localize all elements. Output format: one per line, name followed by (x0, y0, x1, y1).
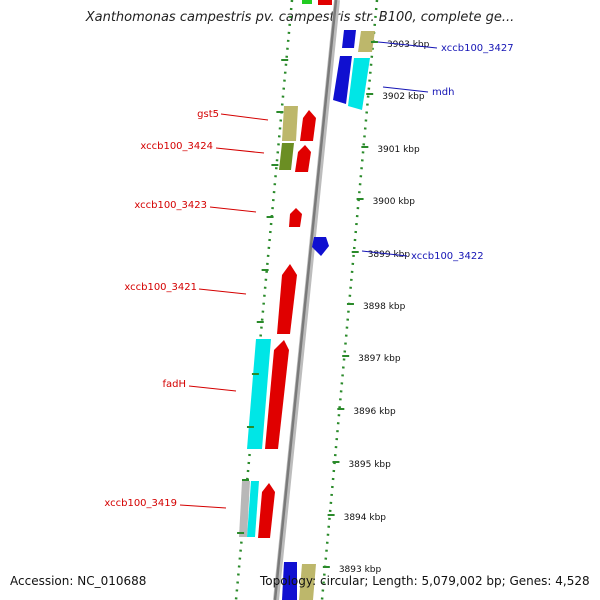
reverse-label-leader (377, 41, 438, 49)
gene-gst5[interactable] (300, 110, 316, 141)
map-title: Xanthomonas campestris pv. campestris st… (85, 10, 515, 25)
gene-clipped-bottom-blue (282, 562, 297, 600)
gene-xccb100-3424[interactable] (295, 145, 311, 172)
topology-text: Topology: circular; Length: 5,079,002 bp… (260, 574, 590, 588)
gene-xccb100-3422[interactable] (312, 237, 329, 256)
scale-label: 3894 kbp (344, 513, 387, 523)
forward-label-leader (188, 385, 237, 392)
forward-gene-label[interactable]: xccb100_3424 (140, 141, 213, 152)
gene-mdh-blue[interactable] (333, 56, 352, 104)
reverse-gene-label[interactable]: xccb100_3427 (441, 43, 514, 54)
scale-label: 3899 kbp (368, 250, 411, 260)
forward-label-leader (198, 288, 247, 295)
reverse-label-leader (361, 250, 408, 257)
gene-labels: gst5 xccb100_3424 xccb100_3423 xccb100_3421… (104, 41, 514, 509)
gene-xccb100-3419[interactable] (258, 483, 275, 538)
reverse-label-leader (382, 86, 429, 93)
gene-clipped-bottom-olive (299, 564, 316, 600)
gene-gst5-olive (282, 106, 298, 141)
forward-gene-label[interactable]: fadH (162, 379, 186, 390)
reverse-gene-label[interactable]: mdh (432, 87, 454, 98)
gene-mdh-cyan (348, 58, 370, 110)
accession-text: Accession: NC_010688 (10, 574, 147, 588)
scale-label: 3897 kbp (358, 354, 401, 364)
gene-xccb100-3423[interactable] (289, 208, 302, 227)
gene-xccb100-3421[interactable] (277, 264, 297, 334)
gene-clipped-top-green (302, 0, 312, 4)
backbone-core (273, 0, 338, 600)
gene-xccb100-3427[interactable] (342, 30, 356, 48)
scale-label: 3896 kbp (353, 407, 396, 417)
scale-label: 3893 kbp (339, 565, 382, 575)
gene-xccb100-3424-green (279, 143, 294, 170)
scale-label: 3898 kbp (363, 302, 406, 312)
gene-clipped-top-red (318, 0, 332, 5)
scale-label: 3900 kbp (373, 197, 416, 207)
gene-olive-top (358, 31, 375, 52)
forward-label-leader (220, 113, 269, 121)
forward-label-leader (209, 206, 257, 213)
gene-xccb100-3419-cyan (247, 481, 259, 537)
scale-label: 3895 kbp (348, 460, 391, 470)
gene-fadH-cyan (247, 339, 271, 449)
forward-gene-label[interactable]: xccb100_3423 (134, 200, 207, 211)
scale-label: 3902 kbp (382, 92, 425, 102)
forward-gene-label[interactable]: gst5 (197, 109, 219, 120)
forward-gene-label[interactable]: xccb100_3419 (104, 498, 177, 509)
scale-label: 3901 kbp (377, 145, 420, 155)
gene-xccb100-3419-grey (239, 481, 250, 537)
forward-label-leader (215, 147, 265, 154)
reverse-gene-label[interactable]: xccb100_3422 (411, 251, 484, 262)
forward-label-leader (179, 504, 227, 509)
forward-gene-label[interactable]: xccb100_3421 (124, 282, 197, 293)
gene-fadH[interactable] (265, 340, 289, 449)
